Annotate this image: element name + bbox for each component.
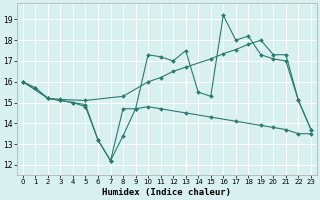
X-axis label: Humidex (Indice chaleur): Humidex (Indice chaleur) <box>102 188 231 197</box>
